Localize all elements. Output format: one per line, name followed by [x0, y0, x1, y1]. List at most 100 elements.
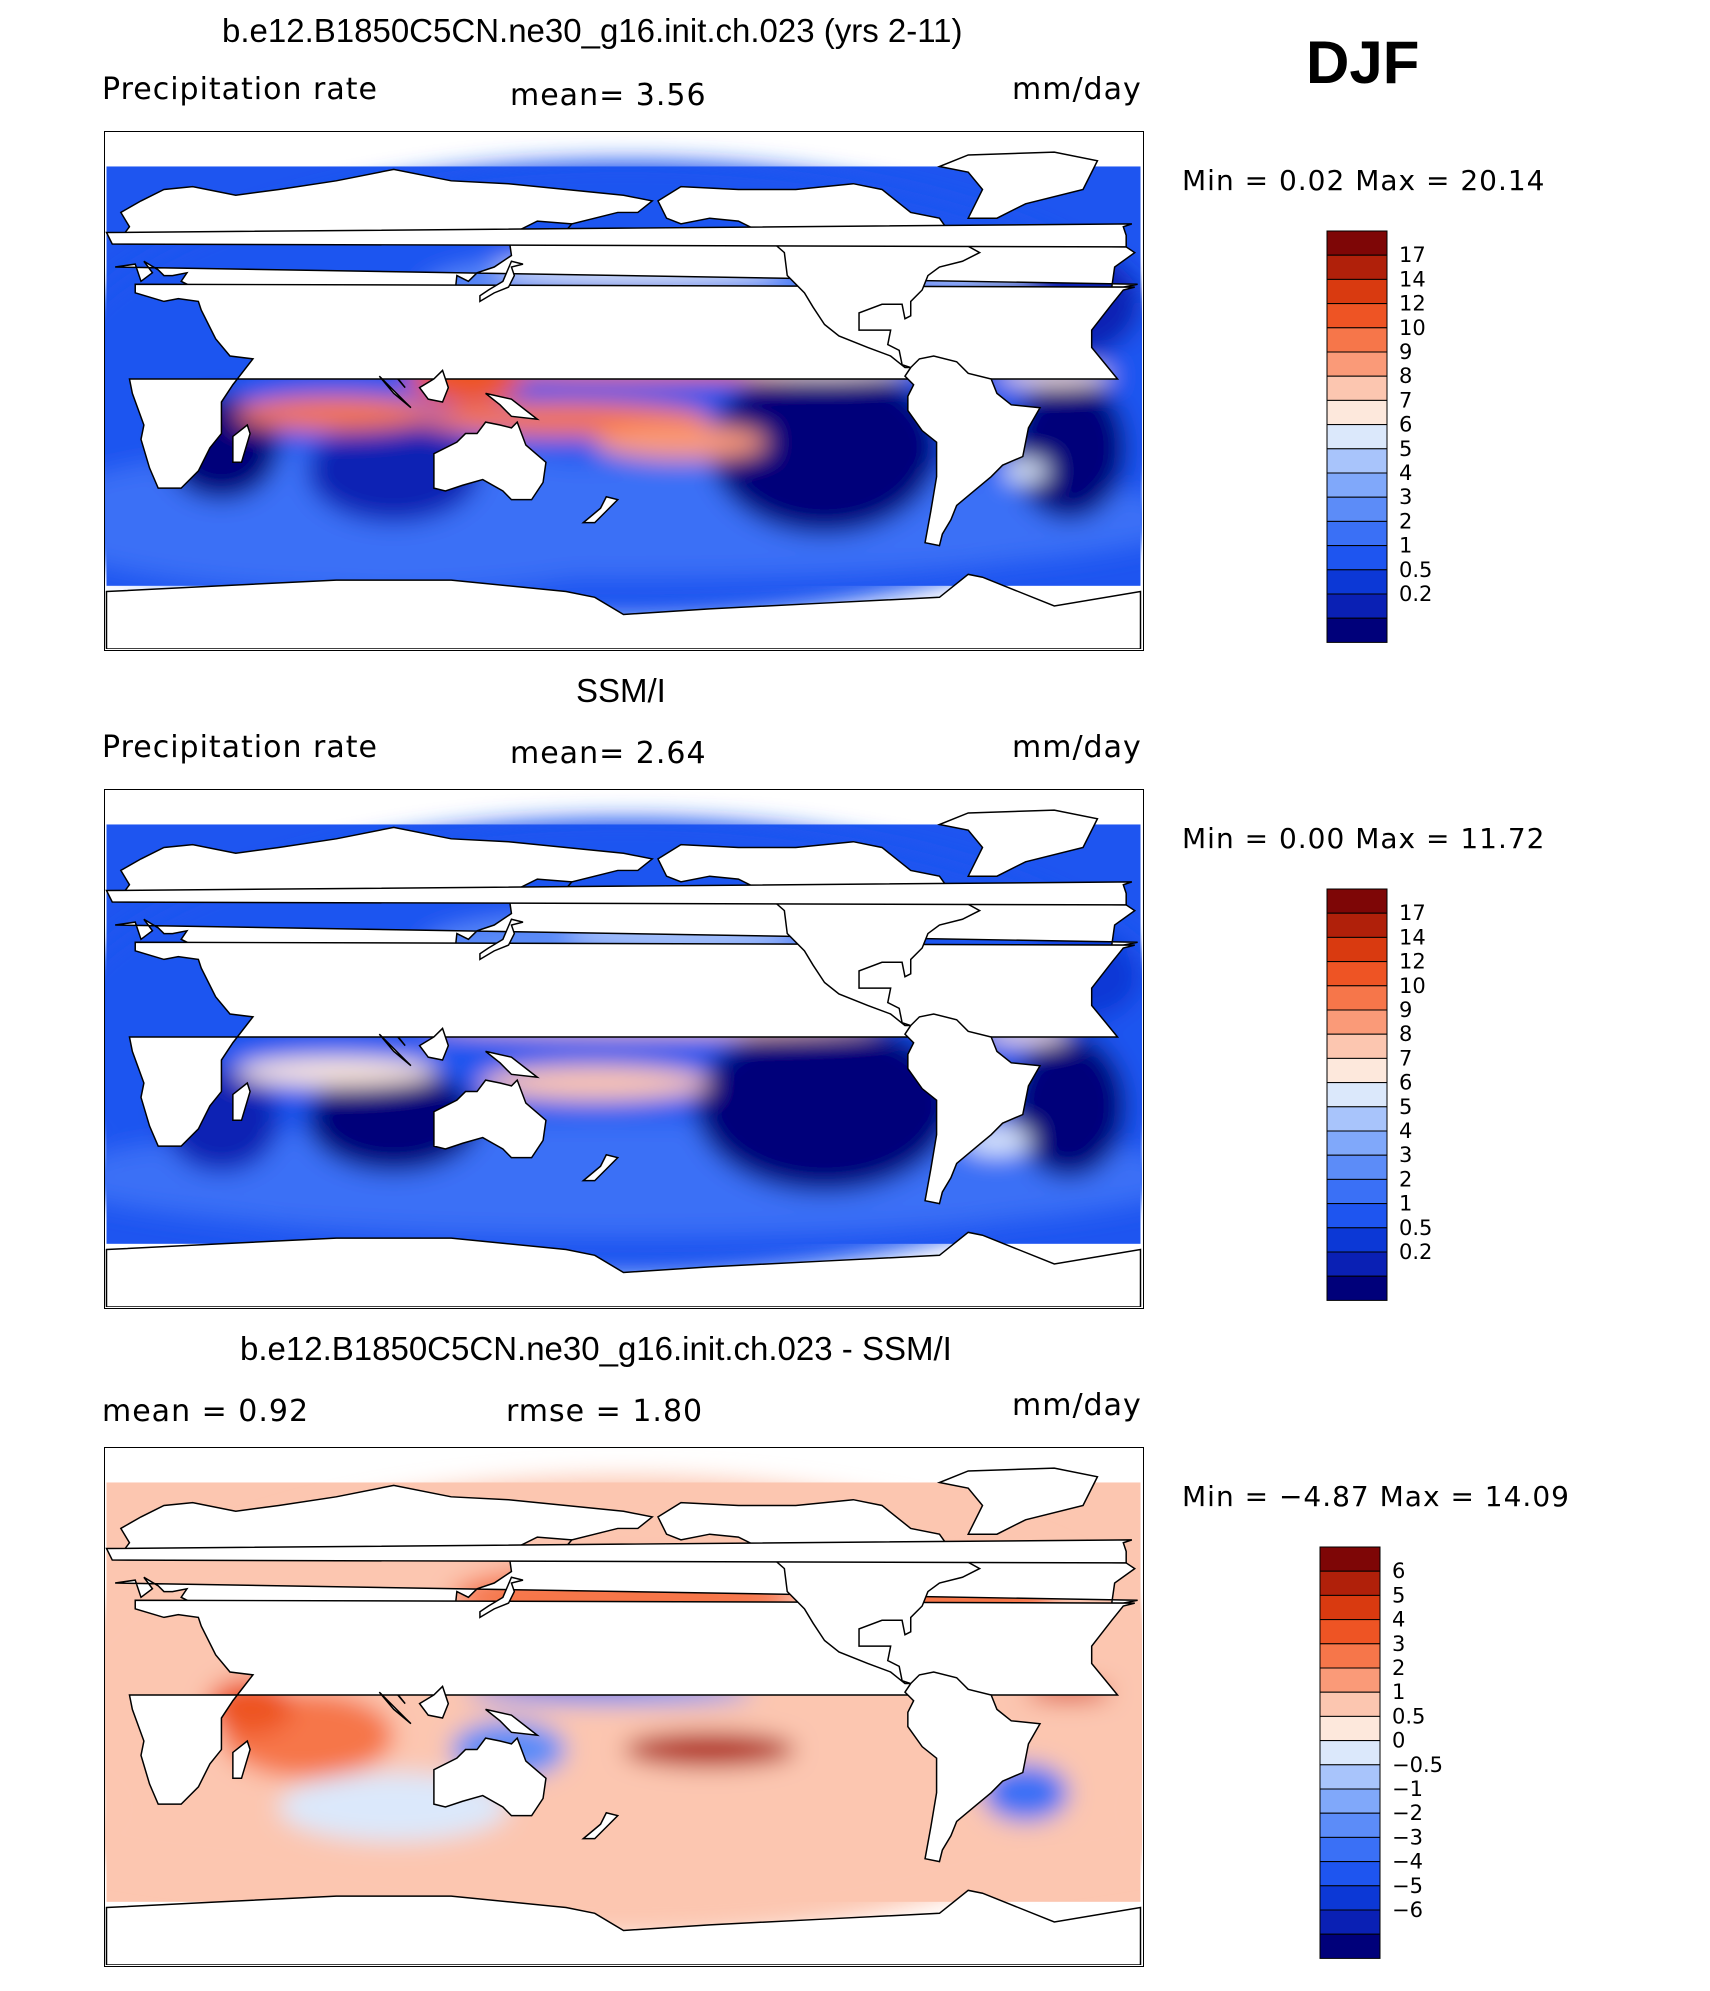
panel-2-title: SSM/I: [576, 672, 666, 710]
panel-2-variable-label: Precipitation rate: [102, 730, 378, 765]
colorbar-tick-label: 12: [1399, 950, 1426, 974]
colorbar-box: [1327, 255, 1387, 279]
colorbar-box: [1327, 889, 1387, 913]
colorbar-box: [1320, 1862, 1380, 1886]
colorbar-tick-label: 17: [1399, 243, 1426, 267]
colorbar-box: [1327, 594, 1387, 618]
colorbar-box: [1320, 1741, 1380, 1765]
colorbar-box: [1320, 1644, 1380, 1668]
panel-1-variable-label: Precipitation rate: [102, 72, 378, 107]
panel-3-mean-label: mean = 0.92: [102, 1394, 309, 1429]
colorbar-box: [1327, 1228, 1387, 1252]
colorbar-box: [1320, 1910, 1380, 1934]
panel-1-units-label: mm/day: [1012, 72, 1142, 107]
colorbar-box: [1327, 449, 1387, 473]
colorbar-box: [1327, 1083, 1387, 1107]
colorbar-box: [1327, 618, 1387, 642]
panel-1-title: b.e12.B1850C5CN.ne30_g16.init.ch.023 (yr…: [222, 12, 963, 50]
colorbar-tick-label: 0.2: [1399, 1240, 1432, 1264]
panel-1-colorbar: 17 14 12 10 9 8 7 6 5 4 3 2 1 0.5 0.2: [1327, 231, 1487, 646]
colorbar-tick-label: 1: [1392, 1680, 1405, 1704]
colorbar-tick-label: 12: [1399, 292, 1426, 316]
season-label: DJF: [1306, 28, 1419, 97]
colorbar-tick-label: 6: [1399, 413, 1412, 437]
colorbar-tick-label: 1: [1399, 534, 1412, 558]
colorbar-tick-label: 7: [1399, 388, 1412, 412]
panel-3-map: [104, 1447, 1144, 1967]
colorbar-tick-label: 4: [1399, 461, 1412, 485]
colorbar-tick-label: 2: [1399, 509, 1412, 533]
colorbar-box: [1320, 1571, 1380, 1595]
colorbar-tick-label: −4: [1392, 1850, 1423, 1874]
colorbar-box: [1327, 400, 1387, 424]
colorbar-tick-label: −2: [1392, 1801, 1423, 1825]
colorbar-box: [1327, 497, 1387, 521]
field-blob: [595, 425, 767, 459]
colorbar-tick-label: 10: [1399, 974, 1426, 998]
panel-3-colorbar: 6 5 4 3 2 1 0.5 0 −0.5 −1 −2 −3 −4 −5 −6: [1320, 1547, 1480, 1962]
colorbar-box: [1327, 1058, 1387, 1082]
colorbar-box: [1320, 1595, 1380, 1619]
colorbar-box: [1327, 376, 1387, 400]
colorbar-tick-label: 0: [1392, 1729, 1405, 1753]
colorbar-box: [1327, 279, 1387, 303]
colorbar-box: [1327, 962, 1387, 986]
colorbar-box: [1327, 328, 1387, 352]
colorbar-tick-label: 1: [1399, 1192, 1412, 1216]
colorbar-tick-label: 14: [1399, 267, 1426, 291]
colorbar-tick-label: 0.5: [1392, 1704, 1425, 1728]
colorbar-box: [1327, 937, 1387, 961]
colorbar-box: [1327, 1107, 1387, 1131]
colorbar-box: [1320, 1934, 1380, 1958]
colorbar-box: [1327, 473, 1387, 497]
panel-2-minmax: Min = 0.00 Max = 11.72: [1182, 822, 1546, 855]
colorbar-tick-label: −3: [1392, 1825, 1423, 1849]
panel-1-minmax: Min = 0.02 Max = 20.14: [1182, 164, 1546, 197]
colorbar-tick-label: 5: [1392, 1583, 1405, 1607]
colorbar-box: [1320, 1692, 1380, 1716]
colorbar-tick-label: 2: [1399, 1167, 1412, 1191]
colorbar-box: [1327, 521, 1387, 545]
colorbar-tick-label: −6: [1392, 1898, 1423, 1922]
colorbar-tick-label: 8: [1399, 1022, 1412, 1046]
colorbar-tick-label: 14: [1399, 925, 1426, 949]
colorbar-box: [1327, 546, 1387, 570]
field-blob: [624, 1732, 796, 1766]
panel-2-map: [104, 789, 1144, 1309]
colorbar-tick-label: 3: [1399, 485, 1412, 509]
colorbar-box: [1320, 1668, 1380, 1692]
colorbar-tick-label: 10: [1399, 316, 1426, 340]
field-blob: [1011, 376, 1126, 520]
colorbar-box: [1320, 1547, 1380, 1571]
panel-3-rmse-label: rmse = 1.80: [506, 1394, 703, 1429]
colorbar-tick-label: −5: [1392, 1874, 1423, 1898]
panel-1-mean-label: mean= 3.56: [510, 78, 707, 113]
colorbar-tick-label: 7: [1399, 1046, 1412, 1070]
panel-1-map: [104, 131, 1144, 651]
colorbar-box: [1320, 1620, 1380, 1644]
colorbar-box: [1327, 986, 1387, 1010]
colorbar-box: [1327, 1155, 1387, 1179]
colorbar-tick-label: 5: [1399, 1095, 1412, 1119]
panel-2-units-label: mm/day: [1012, 730, 1142, 765]
colorbar-box: [1320, 1886, 1380, 1910]
colorbar-tick-label: 0.5: [1399, 558, 1432, 582]
colorbar-box: [1327, 425, 1387, 449]
panel-3-minmax: Min = −4.87 Max = 14.09: [1182, 1480, 1570, 1513]
field-blob: [236, 396, 437, 430]
colorbar-tick-label: 5: [1399, 437, 1412, 461]
colorbar-box: [1327, 1131, 1387, 1155]
colorbar-tick-label: 17: [1399, 901, 1426, 925]
colorbar-tick-label: 0.2: [1399, 582, 1432, 606]
colorbar-box: [1327, 1010, 1387, 1034]
colorbar-tick-label: 0.5: [1399, 1216, 1432, 1240]
colorbar-tick-label: −1: [1392, 1777, 1423, 1801]
colorbar-tick-label: 4: [1392, 1608, 1405, 1632]
panel-3-title: b.e12.B1850C5CN.ne30_g16.init.ch.023 - S…: [240, 1330, 952, 1368]
colorbar-box: [1327, 1252, 1387, 1276]
colorbar-tick-label: −0.5: [1392, 1753, 1443, 1777]
colorbar-box: [1327, 913, 1387, 937]
colorbar-tick-label: 3: [1399, 1143, 1412, 1167]
colorbar-tick-label: 6: [1399, 1071, 1412, 1095]
colorbar-tick-label: 2: [1392, 1656, 1405, 1680]
